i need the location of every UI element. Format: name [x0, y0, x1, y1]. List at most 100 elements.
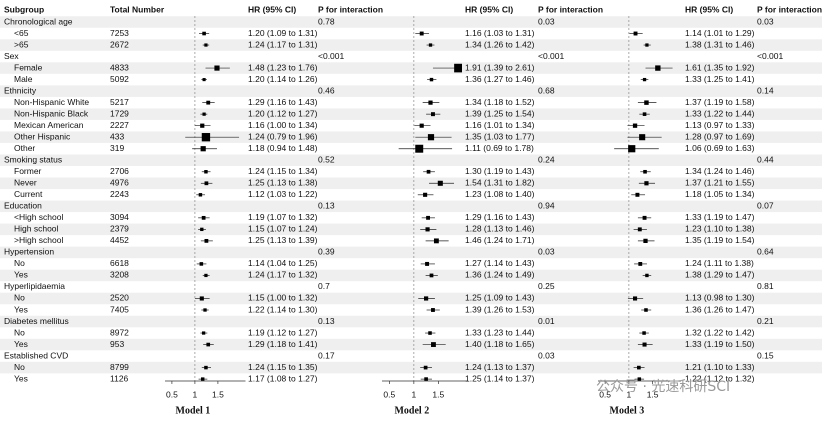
subgroup-label: Mexican American: [14, 120, 84, 130]
hr-point: [642, 77, 647, 82]
hr-ci-text: 1.25 (1.14 to 1.37): [465, 373, 535, 383]
hr-point: [204, 170, 208, 174]
group-label: Diabetes mellitus: [4, 316, 69, 326]
p-interaction: 0.03: [757, 16, 774, 26]
p-interaction: 0.52: [318, 154, 335, 164]
subgroup-label: Other Hispanic: [14, 131, 71, 141]
hr-point: [637, 377, 642, 381]
header-p: P for interaction: [318, 4, 383, 14]
row-stripe: [0, 16, 822, 28]
hr-ci-text: 1.46 (1.24 to 1.71): [465, 235, 535, 245]
total-number: 2706: [110, 166, 129, 176]
hr-point: [644, 308, 648, 312]
hr-point: [202, 31, 206, 36]
total-number: 2672: [110, 39, 129, 49]
row-stripe: [0, 154, 822, 166]
hr-ci-text: 1.48 (1.23 to 1.76): [248, 62, 318, 72]
hr-ci-text: 1.33 (1.19 to 1.50): [685, 339, 755, 349]
hr-ci-text: 1.25 (1.13 to 1.39): [248, 235, 318, 245]
subgroup-label: High school: [14, 224, 59, 234]
hr-ci-text: 1.24 (1.15 to 1.35): [248, 362, 318, 372]
row-stripe: [0, 315, 822, 328]
subgroup-label: Other: [14, 143, 35, 153]
subgroup-label: Current: [14, 189, 43, 199]
hr-point: [206, 342, 211, 347]
p-interaction: 0.21: [757, 316, 774, 326]
hr-ci-text: 1.28 (0.97 to 1.69): [685, 131, 755, 141]
hr-ci-text: 1.36 (1.24 to 1.49): [465, 270, 535, 280]
subgroup-label: Female: [14, 62, 43, 72]
hr-ci-text: 1.91 (1.39 to 2.61): [465, 62, 535, 72]
hr-ci-text: 1.34 (1.18 to 1.52): [465, 97, 535, 107]
hr-ci-text: 1.19 (1.12 to 1.27): [248, 327, 318, 337]
model-label: Model 2: [394, 405, 429, 416]
hr-point: [425, 227, 430, 232]
hr-point: [419, 123, 424, 128]
header-hr: HR (95% CI): [248, 4, 296, 14]
p-interaction: 0.03: [538, 350, 555, 360]
group-label: Sex: [4, 51, 19, 61]
hr-point: [655, 65, 661, 71]
hr-point: [200, 146, 206, 152]
watermark: 公众号 · 光速科研SCI: [596, 379, 730, 395]
group-label: Established CVD: [4, 350, 68, 360]
p-interaction: 0.07: [757, 201, 774, 211]
hr-point: [642, 112, 647, 116]
p-interaction: 0.15: [757, 350, 774, 360]
group-label: Education: [4, 201, 42, 211]
hr-ci-text: 1.35 (1.19 to 1.54): [685, 235, 755, 245]
hr-ci-text: 1.32 (1.22 to 1.42): [685, 327, 755, 337]
hr-ci-text: 1.20 (1.14 to 1.26): [248, 74, 318, 84]
hr-ci-text: 1.39 (1.25 to 1.54): [465, 108, 535, 118]
hr-ci-text: 1.39 (1.26 to 1.53): [465, 304, 535, 314]
row-stripes: [0, 16, 822, 374]
hr-ci-text: 1.37 (1.19 to 1.58): [685, 97, 755, 107]
hr-point: [214, 65, 220, 71]
hr-ci-text: 1.38 (1.31 to 1.46): [685, 39, 755, 49]
hr-ci-text: 1.28 (1.13 to 1.46): [465, 224, 535, 234]
group-label: Smoking status: [4, 154, 62, 164]
hr-ci-text: 1.40 (1.18 to 1.65): [465, 339, 535, 349]
x-tick-label: 1: [627, 389, 632, 399]
hr-ci-text: 1.14 (1.01 to 1.29): [685, 28, 755, 38]
hr-point: [426, 215, 430, 220]
hr-point: [198, 193, 203, 197]
hr-point: [454, 63, 462, 73]
group-label: Chronological age: [4, 16, 73, 26]
hr-ci-text: 1.21 (1.10 to 1.33): [685, 362, 755, 372]
hr-point: [628, 145, 636, 153]
x-tick-label: 0.5: [166, 389, 178, 399]
hr-ci-text: 1.15 (1.07 to 1.24): [248, 224, 318, 234]
hr-ci-text: 1.06 (0.69 to 1.63): [685, 143, 755, 153]
p-interaction: 0.17: [318, 350, 335, 360]
hr-point: [429, 273, 434, 278]
panel-plot: [185, 16, 240, 381]
hr-point: [639, 134, 646, 141]
hr-point: [200, 227, 204, 232]
p-interaction: 0.25: [538, 281, 555, 291]
p-interaction: 0.03: [538, 16, 555, 26]
x-tick-label: 1.5: [647, 389, 659, 399]
total-number: 953: [110, 339, 124, 349]
hr-ci-text: 1.24 (1.15 to 1.34): [248, 166, 318, 176]
hr-point: [425, 261, 430, 266]
x-tick-label: 1: [193, 389, 198, 399]
hr-ci-text: 1.11 (0.69 to 1.78): [465, 143, 534, 153]
p-interaction: 0.39: [318, 247, 335, 257]
hr-point: [635, 192, 640, 197]
hr-point: [424, 377, 428, 381]
p-interaction: <0.001: [538, 51, 565, 61]
row-stripe: [0, 177, 822, 190]
hr-point: [645, 273, 649, 278]
hr-ci-text: 1.34 (1.26 to 1.42): [465, 39, 535, 49]
model-label: Model 1: [176, 405, 211, 416]
hr-ci-text: 1.24 (1.11 to 1.38): [685, 258, 754, 268]
hr-ci-text: 1.35 (1.03 to 1.77): [465, 131, 535, 141]
hr-point: [419, 31, 424, 36]
group-label: Ethnicity: [4, 85, 37, 95]
hr-ci-text: 1.22 (1.14 to 1.30): [248, 304, 318, 314]
hr-ci-text: 1.15 (1.00 to 1.32): [248, 293, 318, 303]
hr-ci-text: 1.24 (1.17 to 1.32): [248, 270, 318, 280]
hr-point: [424, 296, 429, 301]
header-hr: HR (95% CI): [685, 4, 733, 14]
